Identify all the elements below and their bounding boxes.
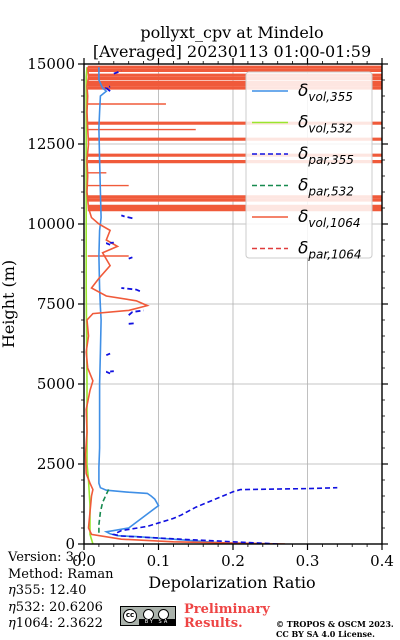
y-tick-label: 10000 [27, 215, 75, 233]
cc-icon: cc [123, 609, 137, 623]
par355-segment [104, 85, 111, 92]
legend-label-vol-1064: δvol,1064 [298, 207, 361, 230]
chart-title-line-1: pollyxt_cpv at Mindelo [140, 23, 323, 42]
x-tick-label: 0.0 [72, 552, 96, 570]
y-tick-label: 12500 [27, 135, 75, 153]
preliminary-notice: Preliminary Results. [184, 602, 270, 631]
legend-label-par-532: δpar,532 [298, 176, 354, 199]
par355-segment [128, 309, 144, 316]
series-line-par-355 [111, 486, 338, 544]
cc-license-badge: cc BY SA [120, 606, 176, 626]
y-tick-label: 7500 [37, 295, 75, 313]
y-tick-label: 5000 [37, 375, 75, 393]
x-tick-label: 0.4 [370, 552, 394, 570]
legend-label-vol-532: δvol,532 [298, 113, 353, 136]
legend: δvol,355 δvol,532 δpar,355 δpar,532 δvol,106… [245, 71, 373, 262]
x-axis-label: Depolarization Ratio [148, 573, 315, 592]
par355-segment [113, 69, 122, 75]
y-axis-label: Height (m) [0, 260, 18, 348]
par355-segment [105, 241, 114, 246]
y-tick-label: 0 [65, 535, 75, 553]
x-tick-label: 0.2 [221, 552, 245, 570]
y-tick-label: 2500 [37, 455, 75, 473]
info-panel: Version: 3.0 Method: Raman η355: 12.40 η… [8, 550, 114, 633]
method-text: Method: Raman [8, 566, 114, 582]
x-tick-label: 0.1 [147, 552, 171, 570]
par355-segment [128, 322, 137, 325]
version-text: Version: 3.0 [8, 550, 87, 565]
license-strip: BY SA [139, 619, 175, 625]
y-tick-label: 15000 [27, 55, 75, 73]
legend-label-par-1064: δpar,1064 [298, 239, 362, 262]
eta-1064: η1064: 2.3622 [8, 616, 103, 631]
chart-title-line-2: [Averaged] 20230113 01:00-01:59 [93, 42, 371, 61]
par355-segment [105, 370, 114, 375]
legend-label-vol-355: δvol,355 [298, 81, 353, 104]
eta-532: η532: 20.6206 [8, 599, 103, 615]
par355-segment [128, 256, 133, 260]
legend-label-par-355: δpar,355 [298, 144, 354, 167]
eta-355: η355: 12.40 [8, 583, 87, 598]
series-line-vol-1064 [84, 67, 286, 544]
par355-segment [105, 352, 111, 357]
series-line-par-532 [98, 487, 111, 533]
x-tick-label: 0.3 [296, 552, 320, 570]
copyright-notice: © TROPOS & OSCM 2023. CC BY SA 4.0 Licen… [276, 619, 394, 639]
series-line-vol-355 [98, 67, 245, 544]
par355-segment [121, 287, 141, 293]
par355-segment [121, 214, 133, 220]
